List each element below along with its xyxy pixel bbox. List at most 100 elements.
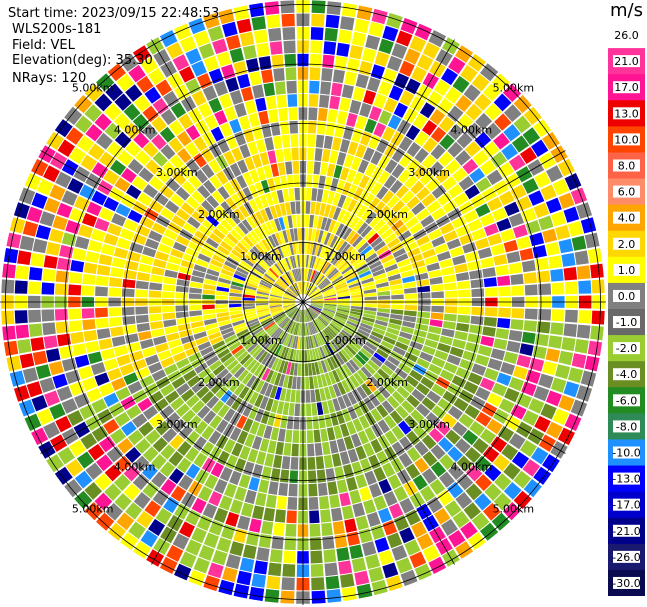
range-gate xyxy=(332,398,341,412)
range-gate xyxy=(522,410,539,427)
range-gate xyxy=(564,281,578,295)
range-gate xyxy=(510,404,527,420)
range-gate xyxy=(220,389,233,403)
range-gate xyxy=(323,290,336,296)
range-gate xyxy=(387,322,401,331)
range-gate xyxy=(336,308,350,313)
range-gate xyxy=(81,308,95,319)
range-gate xyxy=(22,367,39,383)
range-gate xyxy=(139,216,155,229)
range-gate xyxy=(365,211,377,225)
range-gate xyxy=(200,147,215,163)
range-gate xyxy=(220,372,233,385)
range-gate xyxy=(370,236,383,248)
range-gate xyxy=(482,83,501,102)
range-gate xyxy=(352,418,364,433)
range-gate xyxy=(430,444,446,460)
range-gate xyxy=(480,335,495,347)
range-gate xyxy=(287,375,293,389)
range-gate xyxy=(236,242,249,254)
range-gate xyxy=(353,372,365,385)
range-gate xyxy=(311,348,317,362)
range-gate xyxy=(255,97,267,112)
range-gate xyxy=(519,247,534,261)
range-gate xyxy=(310,303,323,308)
range-gate xyxy=(545,241,561,256)
range-gate xyxy=(428,269,442,279)
range-gate xyxy=(388,503,404,519)
range-gate xyxy=(100,243,116,256)
range-gate xyxy=(508,330,523,342)
range-gate xyxy=(341,211,351,225)
range-gate xyxy=(540,184,557,201)
range-gate xyxy=(162,284,176,292)
range-gate xyxy=(243,310,257,316)
range-gate xyxy=(362,313,376,320)
range-gate xyxy=(305,309,310,322)
range-gate xyxy=(237,222,249,235)
range-gate xyxy=(193,153,207,168)
range-gate xyxy=(370,182,383,196)
range-gate xyxy=(179,551,197,569)
range-gate xyxy=(320,282,332,291)
range-gate xyxy=(286,174,294,188)
range-gate xyxy=(406,158,421,174)
range-gate xyxy=(83,262,98,274)
range-gate xyxy=(218,579,235,596)
range-gate xyxy=(168,137,184,153)
range-gate xyxy=(323,294,337,299)
range-gate xyxy=(386,268,400,277)
range-gate xyxy=(291,322,297,335)
range-gate xyxy=(305,214,310,228)
range-gate xyxy=(370,408,383,422)
range-gate xyxy=(558,350,574,366)
range-gate xyxy=(508,432,526,450)
range-gate xyxy=(304,309,309,322)
range-gate xyxy=(114,131,132,149)
range-gate xyxy=(389,318,403,326)
range-gate xyxy=(264,321,276,331)
range-gate xyxy=(103,197,119,212)
range-gate xyxy=(320,314,331,323)
range-gate xyxy=(540,403,557,420)
range-gate xyxy=(558,238,574,254)
range-gate xyxy=(349,310,363,316)
range-gate xyxy=(271,309,284,315)
range-gate xyxy=(17,250,32,266)
range-gate xyxy=(210,209,224,223)
range-gate xyxy=(564,309,578,323)
range-gate xyxy=(431,383,446,397)
range-gate xyxy=(355,515,369,531)
range-gate xyxy=(198,102,213,118)
range-gate xyxy=(236,350,249,362)
range-gate xyxy=(508,212,525,228)
range-gate xyxy=(558,395,575,412)
range-gate xyxy=(368,482,382,498)
range-gate xyxy=(321,261,330,274)
range-gate xyxy=(561,252,576,267)
range-gate xyxy=(135,280,149,290)
range-gate xyxy=(267,178,276,192)
range-gate xyxy=(200,247,214,258)
range-gate xyxy=(280,415,288,429)
range-gate xyxy=(316,121,327,135)
range-gate xyxy=(321,67,333,82)
range-gate xyxy=(296,268,301,281)
range-gate xyxy=(355,445,367,460)
range-gate xyxy=(170,248,185,259)
colorbar-tick-bg xyxy=(613,29,640,42)
range-gate xyxy=(389,179,403,194)
range-gate xyxy=(319,244,326,258)
range-gate xyxy=(215,419,229,434)
range-gate xyxy=(306,268,311,282)
range-gate xyxy=(308,286,317,297)
range-gate xyxy=(104,464,122,482)
range-gate xyxy=(6,232,22,249)
range-gate xyxy=(155,507,173,525)
range-gate xyxy=(338,560,353,575)
range-gate xyxy=(364,470,377,486)
range-gate xyxy=(336,547,350,562)
range-gate xyxy=(309,241,314,255)
range-gate xyxy=(353,334,366,344)
range-gate xyxy=(346,169,357,184)
